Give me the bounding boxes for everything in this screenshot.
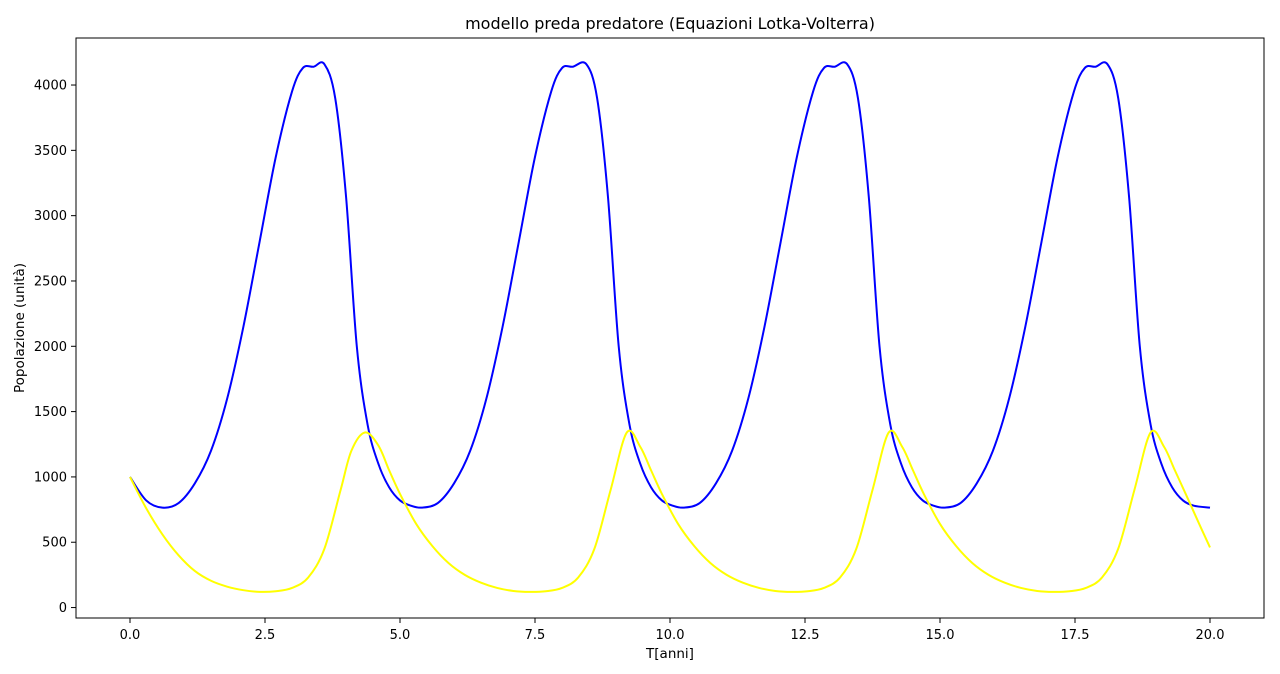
y-tick-label: 500 bbox=[42, 536, 67, 551]
series-line-1 bbox=[129, 61, 1211, 509]
x-axis-ticks: 0.0 2.5 5.0 7.5 10.0 12.5 15.0 17.5 20.0 bbox=[120, 618, 1225, 643]
y-axis-ticks: 0 500 1000 1500 2000 2500 3000 3500 4000 bbox=[34, 79, 76, 616]
y-tick-label: 2500 bbox=[34, 274, 67, 289]
plot-area bbox=[129, 61, 1211, 593]
y-axis-label: Popolazione (unità) bbox=[12, 263, 28, 393]
y-tick-label: 3000 bbox=[34, 209, 67, 224]
y-tick-label: 2000 bbox=[34, 340, 67, 355]
x-tick-label: 7.5 bbox=[525, 628, 546, 643]
x-tick-label: 5.0 bbox=[390, 628, 411, 643]
x-tick-label: 20.0 bbox=[1196, 628, 1225, 643]
y-tick-label: 1500 bbox=[34, 405, 67, 420]
x-tick-label: 10.0 bbox=[656, 628, 685, 643]
y-tick-label: 3500 bbox=[34, 144, 67, 159]
plot-frame bbox=[75, 37, 1265, 619]
x-tick-label: 12.5 bbox=[791, 628, 820, 643]
y-tick-label: 0 bbox=[59, 601, 67, 616]
x-axis-label: T[anni] bbox=[645, 646, 694, 662]
x-tick-label: 2.5 bbox=[255, 628, 276, 643]
y-tick-label: 1000 bbox=[34, 470, 67, 485]
chart-title: modello preda predatore (Equazioni Lotka… bbox=[465, 14, 875, 33]
x-tick-label: 17.5 bbox=[1061, 628, 1090, 643]
series-line-2 bbox=[129, 429, 1211, 593]
y-tick-label: 4000 bbox=[34, 79, 67, 94]
x-tick-label: 15.0 bbox=[926, 628, 955, 643]
x-tick-label: 0.0 bbox=[120, 628, 141, 643]
